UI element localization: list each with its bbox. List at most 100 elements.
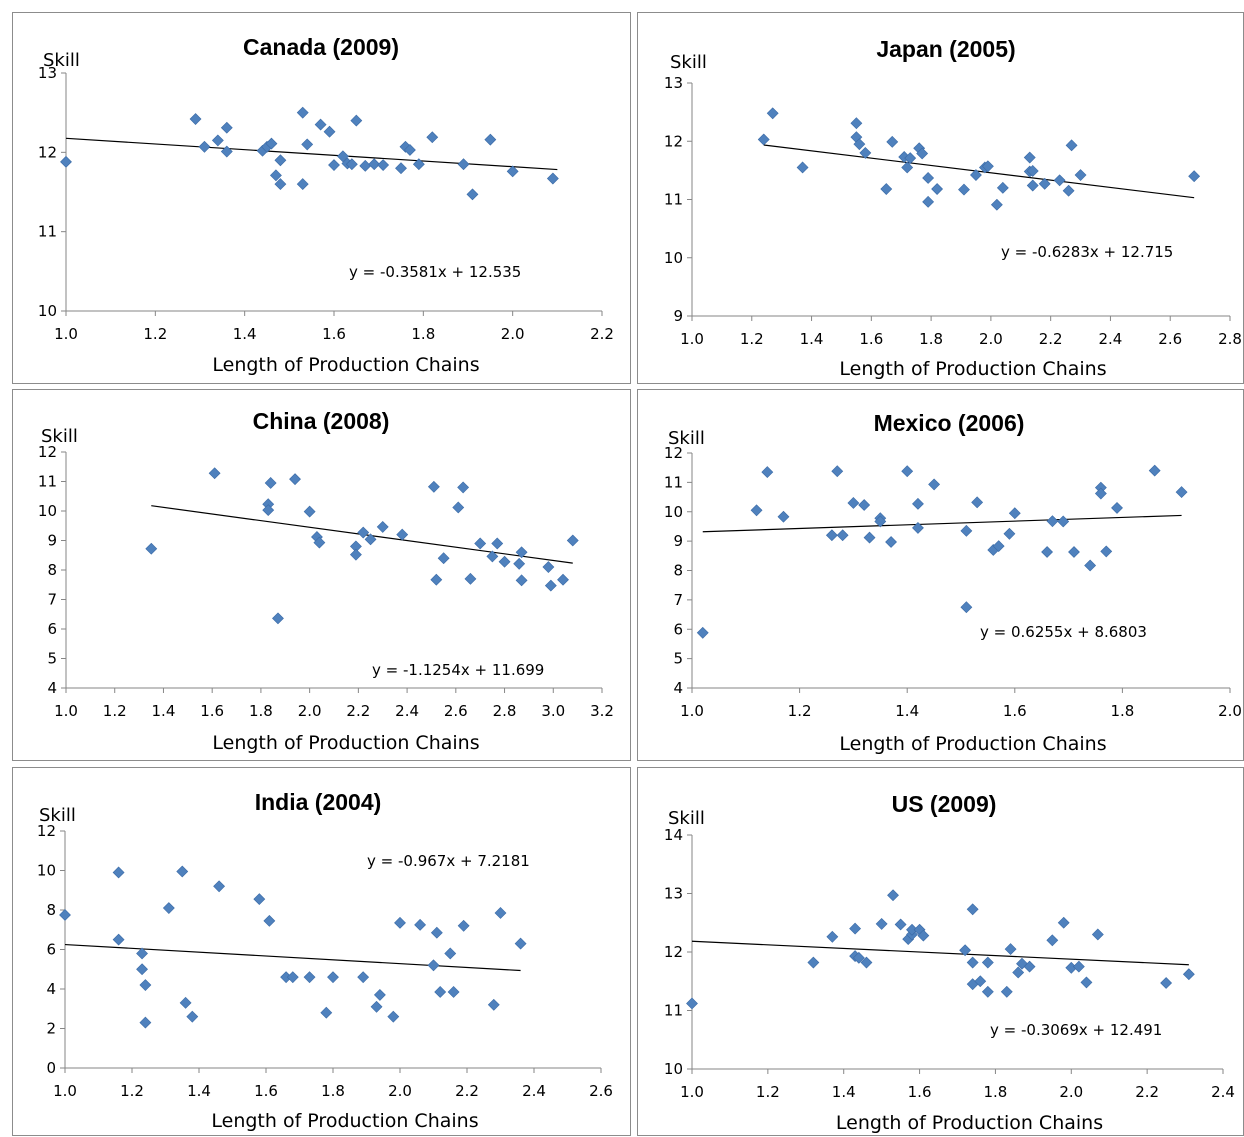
data-point <box>696 626 709 639</box>
trendline-equation: y = -0.3069x + 12.491 <box>990 1021 1162 1039</box>
data-point <box>849 922 862 935</box>
data-point <box>1026 165 1039 177</box>
data-point <box>750 504 763 517</box>
y-tick-label: 11 <box>664 191 683 209</box>
trendline-equation: y = -0.967x + 7.2181 <box>367 852 530 870</box>
data-point <box>1046 515 1059 528</box>
y-tick-label: 12 <box>664 943 683 961</box>
data-point <box>966 956 979 969</box>
data-point <box>337 150 349 163</box>
data-point <box>220 145 233 158</box>
x-tick-label: 1.6 <box>1003 702 1027 720</box>
trend-line <box>702 514 1182 533</box>
data-point <box>1003 527 1016 540</box>
data-point <box>265 137 278 150</box>
data-point <box>1000 985 1013 998</box>
data-point <box>1094 487 1107 500</box>
data-point <box>894 918 907 931</box>
data-point <box>885 536 897 548</box>
data-point <box>1111 502 1123 514</box>
data-point <box>220 121 233 134</box>
y-tick-label: 8 <box>46 901 56 919</box>
data-point <box>996 181 1009 194</box>
data-point <box>1023 960 1036 973</box>
y-tick-label: 7 <box>47 591 57 609</box>
data-point <box>396 528 409 541</box>
data-point <box>1023 151 1036 164</box>
data-point <box>958 183 970 196</box>
data-point <box>777 510 790 523</box>
data-point <box>1182 968 1195 981</box>
x-tick-label: 2.2 <box>455 1082 479 1100</box>
x-tick-label: 2.0 <box>298 702 322 720</box>
x-tick-label: 1.4 <box>233 325 257 343</box>
x-axis-label: Length of Production Chains <box>212 354 479 376</box>
data-point <box>457 158 470 171</box>
x-tick-label: 2.0 <box>1218 702 1242 720</box>
data-point <box>357 971 370 984</box>
x-tick-label: 1.2 <box>740 330 764 348</box>
data-point <box>452 501 465 514</box>
data-point <box>328 159 340 171</box>
data-point <box>807 956 820 969</box>
data-point <box>853 138 866 151</box>
data-point <box>928 478 941 491</box>
data-point <box>757 133 770 146</box>
data-point <box>370 1000 383 1013</box>
data-point <box>303 971 316 984</box>
x-tick-label: 1.6 <box>322 325 346 343</box>
data-point <box>486 550 499 563</box>
trendline-equation: y = 0.6255x + 8.6803 <box>980 623 1147 641</box>
data-point <box>515 574 528 587</box>
data-point <box>859 146 872 159</box>
data-point <box>350 548 362 561</box>
data-point <box>875 917 888 930</box>
data-point <box>60 155 72 168</box>
data-point <box>886 135 899 148</box>
data-point <box>922 172 935 184</box>
x-tick-label: 1.0 <box>680 330 704 348</box>
chart-title: India (2004) <box>255 789 382 815</box>
y-tick-label: 4 <box>673 679 683 697</box>
x-tick-label: 3.2 <box>590 702 614 720</box>
y-tick-label: 9 <box>673 307 683 325</box>
trendline-equation: y = -1.1254x + 11.699 <box>372 661 544 679</box>
data-point <box>376 521 389 533</box>
data-point <box>491 537 504 550</box>
data-point <box>836 529 849 542</box>
data-point <box>912 497 924 510</box>
data-point <box>364 533 377 546</box>
x-axis-label: Length of Production Chains <box>836 1112 1103 1134</box>
x-tick-label: 1.2 <box>788 702 812 720</box>
data-point <box>1084 559 1097 572</box>
y-tick-label: 12 <box>38 143 57 161</box>
data-point <box>412 158 425 171</box>
data-point <box>457 481 470 494</box>
trendline-equation: y = -0.6283x + 12.715 <box>1001 243 1173 261</box>
chart-title: Canada (2009) <box>243 34 399 60</box>
chart-title: Japan (2005) <box>876 36 1015 62</box>
y-tick-label: 11 <box>664 473 683 491</box>
scatter-chart: Canada (2009) Skill Length of Production C… <box>38 34 614 376</box>
x-axis-label: Length of Production Chains <box>839 733 1106 755</box>
x-tick-label: 2.8 <box>1218 330 1242 348</box>
data-point <box>263 914 276 927</box>
x-tick-label: 2.4 <box>522 1082 546 1100</box>
x-tick-label: 2.6 <box>589 1082 613 1100</box>
data-point <box>162 902 175 914</box>
chart-panel-india: India (2004) Skill Length of Production Ch… <box>12 767 631 1136</box>
y-tick-label: 6 <box>673 620 683 638</box>
data-point <box>323 125 336 138</box>
data-point <box>286 971 299 984</box>
data-point <box>313 536 326 549</box>
data-point <box>970 169 982 181</box>
x-tick-label: 2.6 <box>1158 330 1182 348</box>
data-point <box>145 542 158 555</box>
data-point <box>1074 169 1087 181</box>
data-point <box>198 140 211 153</box>
data-point <box>447 986 460 998</box>
y-axis-label: Skill <box>43 50 80 71</box>
data-point <box>1038 177 1051 190</box>
y-tick-label: 4 <box>46 980 56 998</box>
data-point <box>959 944 972 957</box>
